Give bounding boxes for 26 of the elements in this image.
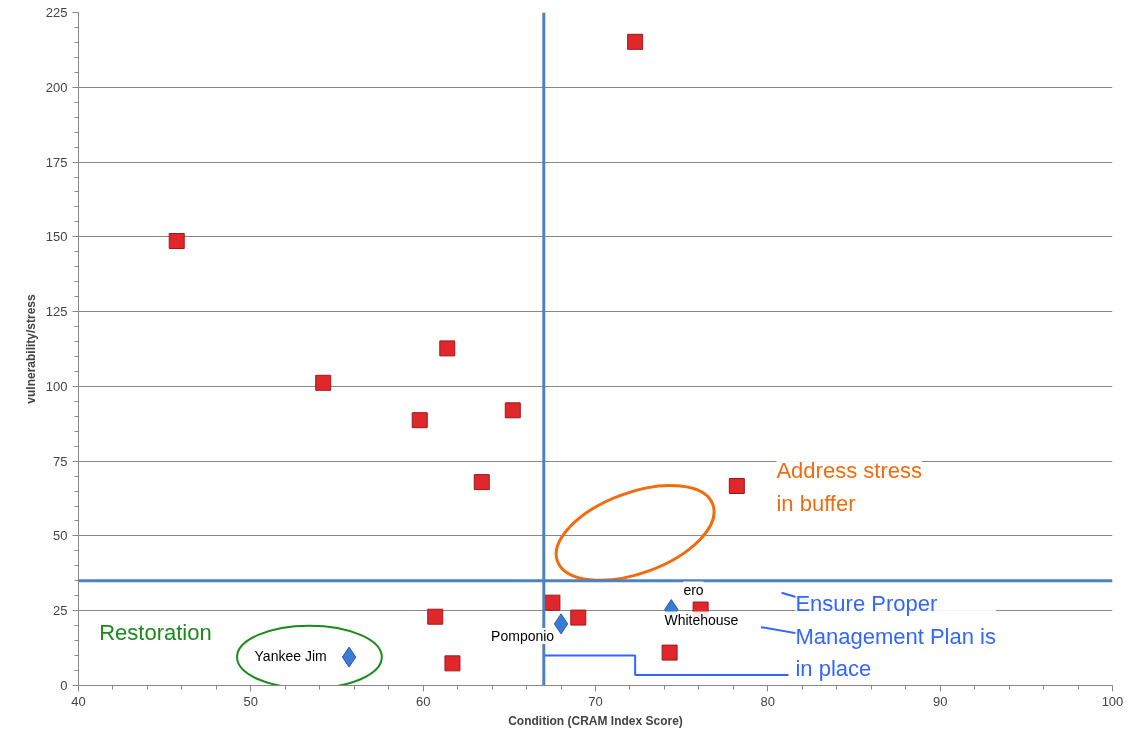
x-tick-label: 100 <box>1101 693 1124 709</box>
y-tick-label: 225 <box>45 5 68 20</box>
annotation: Restoration <box>99 619 212 645</box>
y-tick-label: 0 <box>60 678 68 693</box>
y-tick-label: 175 <box>45 154 68 170</box>
annotation: ero <box>683 581 704 598</box>
y-axis-title: vulnerability/stress <box>23 293 38 404</box>
y-tick-label: 25 <box>53 603 68 619</box>
x-tick-label: 90 <box>932 693 948 709</box>
annotation: Pomponio <box>491 627 555 644</box>
annotation: Whitehouse <box>664 611 739 628</box>
x-tick-label: 40 <box>71 693 86 709</box>
annotation: Address stress in buffer <box>776 458 922 516</box>
y-tick-label: 100 <box>45 378 68 394</box>
y-tick-label: 200 <box>45 79 68 95</box>
annotation: Yankee Jim <box>254 648 327 665</box>
annotation: Ensure Proper Management Plan is in place <box>795 591 996 682</box>
y-tick-label: 125 <box>45 304 68 320</box>
x-tick-label: 70 <box>588 693 603 709</box>
x-tick-label: 60 <box>415 693 431 709</box>
x-tick-label: 80 <box>760 693 776 709</box>
x-tick-label: 50 <box>243 693 259 709</box>
y-tick-label: 50 <box>53 528 68 544</box>
y-tick-label: 150 <box>45 229 68 245</box>
y-tick-label: 75 <box>53 453 68 469</box>
x-axis-title: Condition (CRAM Index Score) <box>508 713 683 728</box>
